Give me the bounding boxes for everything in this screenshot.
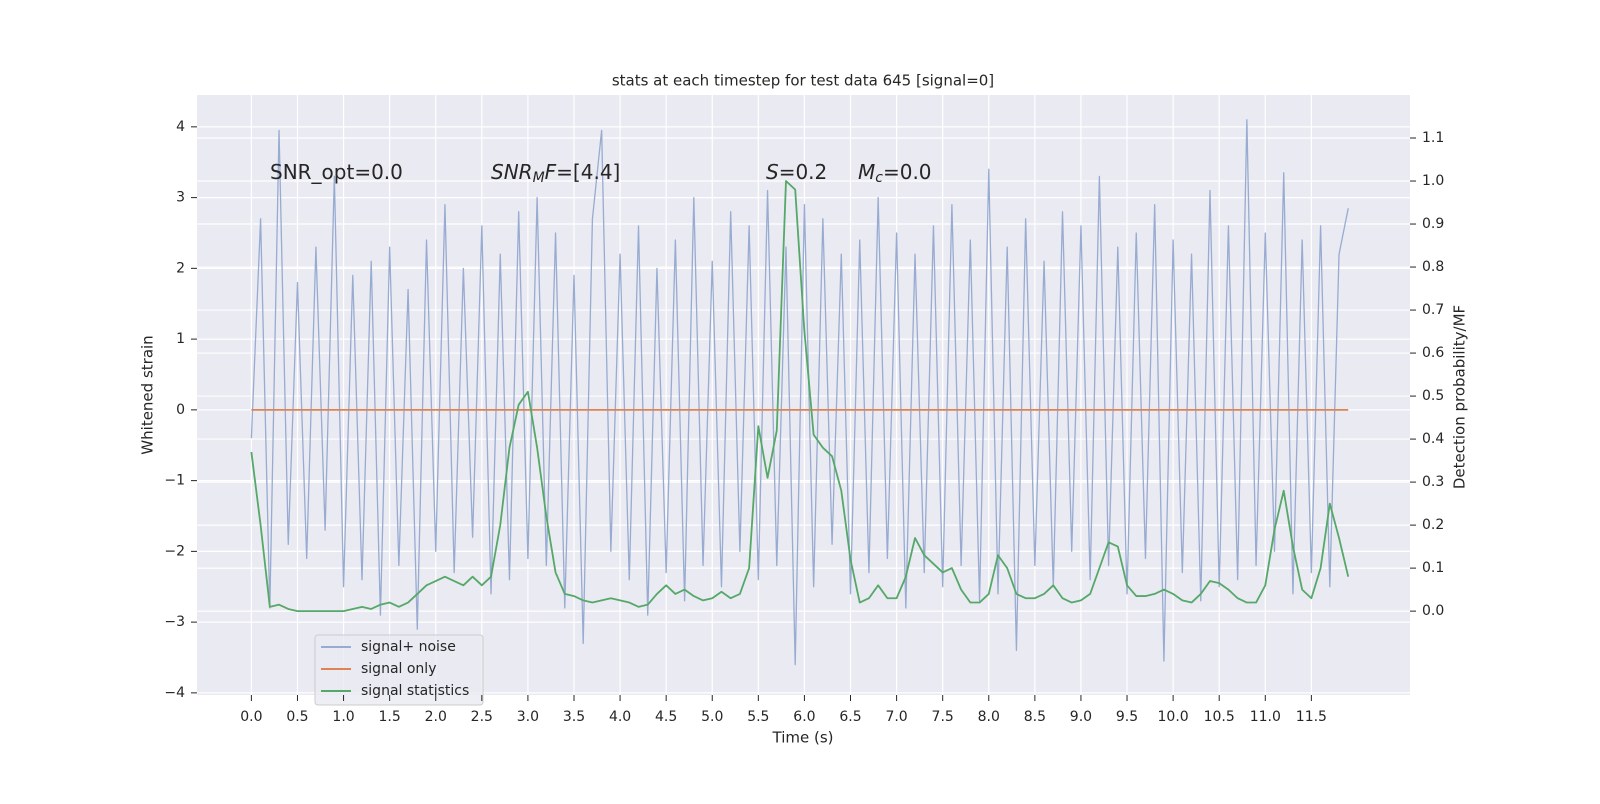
y2-tick-label: 0.2 bbox=[1422, 517, 1444, 533]
x-tick-label: 8.0 bbox=[978, 709, 1000, 725]
annotation: S=0.2 bbox=[766, 160, 827, 184]
y-tick-label: 3 bbox=[176, 190, 185, 206]
annotation-part: c bbox=[875, 170, 883, 186]
marks bbox=[250, 119, 1350, 666]
y2-tick-label: 0.6 bbox=[1422, 345, 1444, 361]
y-tick-label: −4 bbox=[164, 685, 185, 701]
legend-box bbox=[314, 634, 484, 706]
x-tick-label: 5.0 bbox=[701, 709, 723, 725]
x-tick-label: 9.0 bbox=[1070, 709, 1092, 725]
annotation-part: F bbox=[545, 160, 557, 184]
y-tick-label: 2 bbox=[176, 260, 185, 276]
x-tick-label: 7.0 bbox=[885, 709, 907, 725]
y2-tick-label: 0.1 bbox=[1422, 560, 1444, 576]
y2-tick-label: 0.3 bbox=[1422, 474, 1444, 490]
y2-tick-label: 0.0 bbox=[1422, 603, 1444, 619]
legend: signal+ noise signal only signal statistic… bbox=[314, 634, 484, 706]
x-tick-label: 6.0 bbox=[793, 709, 815, 725]
x-tick-label: 1.0 bbox=[332, 709, 354, 725]
y-tick-label: 0 bbox=[176, 402, 185, 418]
x-tick-label: 2.0 bbox=[425, 709, 447, 725]
plot-area bbox=[197, 95, 1410, 695]
x-tick-label: 10.5 bbox=[1204, 709, 1235, 725]
annotation-part: =[4.4] bbox=[556, 160, 620, 184]
series-line bbox=[250, 180, 1350, 613]
annotation-part: =0.0 bbox=[883, 160, 932, 184]
annotation-part: M bbox=[533, 170, 545, 186]
x-tick-label: 1.5 bbox=[379, 709, 401, 725]
y2-tick-label: 1.0 bbox=[1422, 173, 1444, 189]
x-tick-label: 10.0 bbox=[1158, 709, 1189, 725]
y2-tick-label: 0.7 bbox=[1422, 302, 1444, 318]
x-tick-label: 7.5 bbox=[932, 709, 954, 725]
x-axis-label: Time (s) bbox=[772, 729, 834, 747]
x-tick-label: 6.5 bbox=[839, 709, 861, 725]
y-axis-label: Whitened strain bbox=[139, 335, 157, 454]
y-tick-label: −1 bbox=[164, 473, 185, 489]
x-tick-label: 11.0 bbox=[1250, 709, 1281, 725]
annotation: SNR_opt=0.0 bbox=[270, 160, 403, 184]
annotation-part: SNR bbox=[491, 160, 533, 184]
annotation-part: =0.2 bbox=[779, 160, 828, 184]
y-tick-label: −2 bbox=[164, 543, 185, 559]
chart-title: stats at each timestep for test data 645… bbox=[612, 72, 994, 90]
y2-tick-label: 1.1 bbox=[1422, 130, 1444, 146]
x-tick-label: 0.0 bbox=[240, 709, 262, 725]
annotation-part: SNR_opt=0.0 bbox=[270, 160, 403, 184]
x-tick-label: 3.0 bbox=[517, 709, 539, 725]
x-tick-label: 5.5 bbox=[747, 709, 769, 725]
x-tick-label: 4.0 bbox=[609, 709, 631, 725]
y-tick-label: 4 bbox=[176, 119, 185, 135]
y-tick-label: 1 bbox=[176, 331, 185, 347]
y-tick-label: −3 bbox=[164, 614, 185, 630]
y2-tick-label: 0.8 bbox=[1422, 259, 1444, 275]
y2-tick-label: 0.4 bbox=[1422, 431, 1444, 447]
x-tick-label: 9.5 bbox=[1116, 709, 1138, 725]
annotation: SNRMF=[4.4] bbox=[491, 160, 620, 187]
y2-tick-label: 0.5 bbox=[1422, 388, 1444, 404]
x-tick-label: 2.5 bbox=[471, 709, 493, 725]
y2-tick-label: 0.9 bbox=[1422, 216, 1444, 232]
x-tick-label: 4.5 bbox=[655, 709, 677, 725]
x-tick-label: 8.5 bbox=[1024, 709, 1046, 725]
annotation-part: S bbox=[766, 160, 779, 184]
legend-label: signal+ noise bbox=[361, 639, 456, 655]
x-tick-label: 11.5 bbox=[1296, 709, 1327, 725]
x-tick-label: 3.5 bbox=[563, 709, 585, 725]
legend-label: signal statistics bbox=[361, 683, 469, 699]
annotation-part: M bbox=[858, 160, 875, 184]
x-tick-label: 0.5 bbox=[286, 709, 308, 725]
y2-axis-label: Detection probability/MF bbox=[1451, 305, 1469, 489]
legend-label: signal only bbox=[361, 661, 436, 677]
annotation: Mc=0.0 bbox=[858, 160, 932, 187]
